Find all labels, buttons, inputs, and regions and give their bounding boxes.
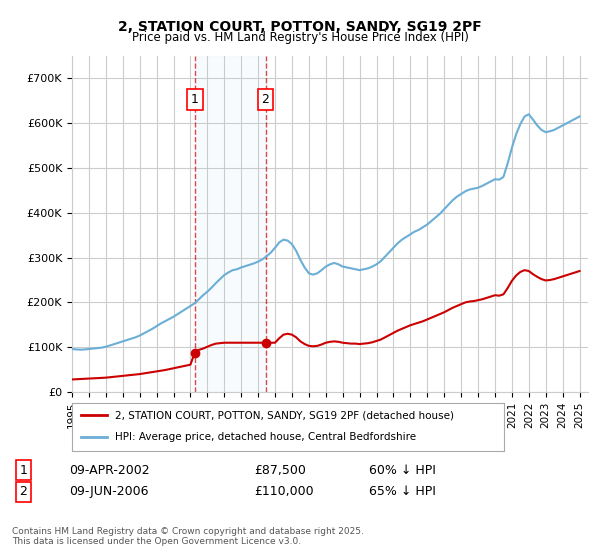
Bar (195, 56, 266, 392)
Text: 2, STATION COURT, POTTON, SANDY, SG19 2PF (detached house): 2, STATION COURT, POTTON, SANDY, SG19 2P… (115, 410, 454, 420)
Text: 09-APR-2002: 09-APR-2002 (70, 464, 150, 477)
Text: HPI: Average price, detached house, Central Bedfordshire: HPI: Average price, detached house, Cent… (115, 432, 416, 442)
Text: 2: 2 (20, 486, 28, 498)
Text: Price paid vs. HM Land Registry's House Price Index (HPI): Price paid vs. HM Land Registry's House … (131, 31, 469, 44)
Text: £110,000: £110,000 (254, 486, 314, 498)
Text: 65% ↓ HPI: 65% ↓ HPI (369, 486, 436, 498)
Text: Contains HM Land Registry data © Crown copyright and database right 2025.
This d: Contains HM Land Registry data © Crown c… (12, 526, 364, 546)
Text: 2: 2 (262, 93, 269, 106)
Text: 1: 1 (191, 93, 199, 106)
Text: £87,500: £87,500 (254, 464, 306, 477)
Text: 09-JUN-2006: 09-JUN-2006 (70, 486, 149, 498)
Text: 2, STATION COURT, POTTON, SANDY, SG19 2PF: 2, STATION COURT, POTTON, SANDY, SG19 2P… (118, 20, 482, 34)
Text: 60% ↓ HPI: 60% ↓ HPI (369, 464, 436, 477)
Text: 1: 1 (20, 464, 28, 477)
